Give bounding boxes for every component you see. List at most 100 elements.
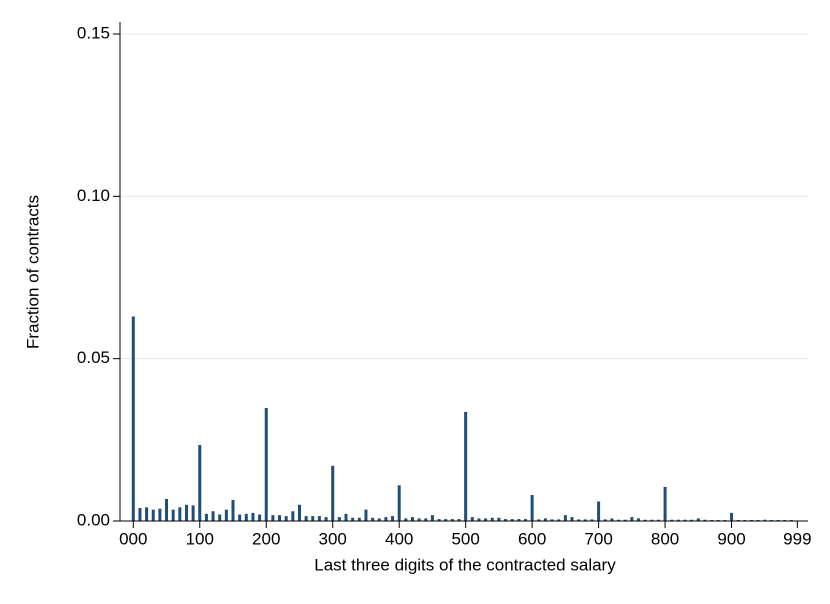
bar [145,507,149,521]
bar [397,485,401,521]
bar [317,516,321,521]
bar [517,519,521,521]
bar [384,517,388,521]
bar [510,519,514,521]
bar [264,408,268,521]
x-tick-label: 800 [651,529,679,548]
x-tick-label: 900 [717,529,745,548]
bar [543,518,547,521]
bar [244,513,248,521]
bar [597,501,601,521]
bar [457,519,461,521]
bar [477,518,481,521]
bar [563,515,567,521]
bar [643,519,647,521]
bar [617,519,621,521]
bar [610,518,614,521]
y-tick-label: 0.15 [77,23,110,42]
x-axis-label: Last three digits of the contracted sala… [314,555,616,574]
x-tick-label: 300 [319,529,347,548]
bar [231,499,235,521]
bar [158,508,162,521]
x-tick-label: 600 [518,529,546,548]
bar [204,513,208,521]
bar [497,517,501,521]
bar [703,519,707,521]
y-axis-label: Fraction of contracts [23,195,42,349]
bar [530,495,534,521]
bar [730,512,734,521]
y-tick-label: 0.00 [77,510,110,529]
bar [523,519,527,521]
bar [577,519,581,521]
bar [304,516,308,521]
bar [404,518,408,521]
bar [557,519,561,521]
bar [337,517,341,521]
bar [670,519,674,521]
bar [278,515,282,521]
bar [211,511,215,521]
y-tick-label: 0.05 [77,348,110,367]
bar [490,517,494,521]
bar [284,516,288,521]
bar [464,411,468,521]
bar [191,505,195,521]
bar [763,519,767,521]
bar [470,517,474,521]
x-tick-label: 999 [783,529,811,548]
bar [437,519,441,521]
x-tick-label: 200 [252,529,280,548]
bar [224,509,228,521]
bar [444,519,448,521]
bar [450,519,454,521]
bar [583,519,587,521]
bar [630,517,634,521]
y-tick-label: 0.10 [77,186,110,205]
bar [410,517,414,521]
bar [623,519,627,521]
bar [138,508,142,521]
bar [258,514,262,521]
bar [251,512,255,521]
x-tick-label: 100 [186,529,214,548]
bar [690,519,694,521]
bar [297,504,301,521]
bar [371,517,375,521]
bar [391,516,395,521]
bar [570,517,574,521]
bar [636,518,640,521]
bar [683,519,687,521]
bar [377,518,381,521]
bar [424,518,428,521]
bar [344,513,348,521]
bar [351,517,355,521]
bar [696,518,700,521]
bar [357,517,361,521]
bar [537,519,541,521]
bar [504,519,508,521]
bar [484,518,488,521]
bar [650,519,654,521]
bar [165,498,169,521]
x-tick-label: 400 [385,529,413,548]
bar [656,519,660,521]
bar [218,514,222,521]
x-tick-label: 700 [584,529,612,548]
bar [184,504,188,521]
bar [131,316,135,521]
bar [550,519,554,521]
bar [364,509,368,521]
bar [311,516,315,521]
bar [676,519,680,521]
bar [331,465,335,521]
bar [151,509,155,521]
x-tick-label: 000 [119,529,147,548]
bar [324,517,328,521]
bar [603,519,607,521]
bar [271,515,275,521]
bar [178,507,182,521]
bar [171,509,175,521]
bar [291,511,295,521]
